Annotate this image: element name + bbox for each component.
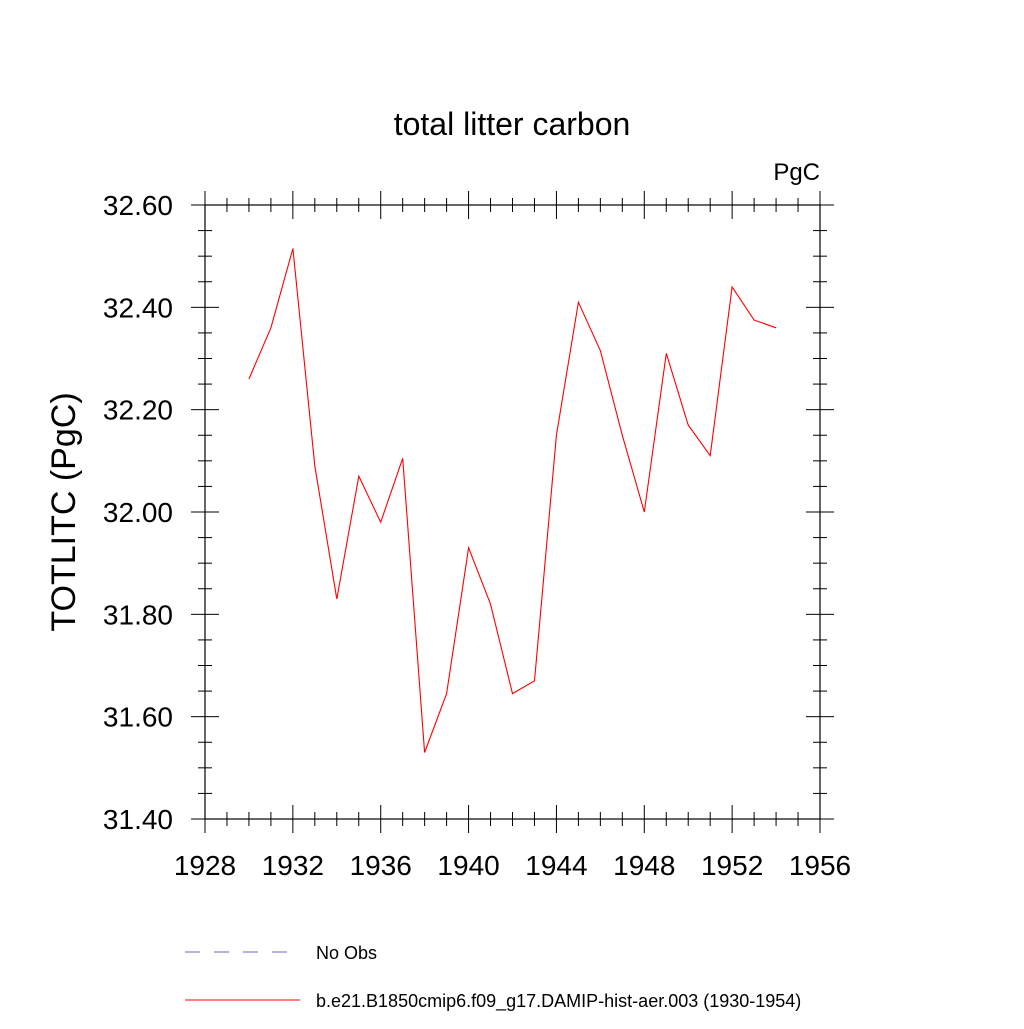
series-layer	[248, 248, 777, 753]
y-tick-label: 32.40	[103, 292, 173, 323]
legend-label: No Obs	[316, 943, 377, 963]
x-tick-label: 1940	[437, 850, 499, 881]
y-tick-label: 32.60	[103, 190, 173, 221]
series-line	[248, 248, 777, 753]
x-tick-label: 1936	[350, 850, 412, 881]
y-tick-label: 31.40	[103, 804, 173, 835]
x-tick-label: 1948	[613, 850, 675, 881]
y-tick-label: 32.00	[103, 497, 173, 528]
x-tick-label: 1952	[701, 850, 763, 881]
y-tick-label: 32.20	[103, 395, 173, 426]
y-axis-label: TOTLITC (PgC)	[45, 392, 83, 631]
y-tick-label: 31.80	[103, 599, 173, 630]
chart-title: total litter carbon	[394, 106, 631, 142]
x-tick-label: 1932	[262, 850, 324, 881]
y-tick-label: 31.60	[103, 702, 173, 733]
legend-label: b.e21.B1850cmip6.f09_g17.DAMIP-hist-aer.…	[316, 991, 801, 1012]
x-tick-label: 1944	[525, 850, 587, 881]
x-tick-label: 1928	[174, 850, 236, 881]
units-label: PgC	[773, 159, 820, 186]
axis-ticks: 1928 1932 1936 1940 1944 1948 1952 1956 31.40 31.…	[103, 190, 851, 881]
legend: No Obs b.e21.B1850cmip6.f09_g17.DAMIP-his…	[185, 943, 801, 1012]
x-tick-label: 1956	[789, 850, 851, 881]
